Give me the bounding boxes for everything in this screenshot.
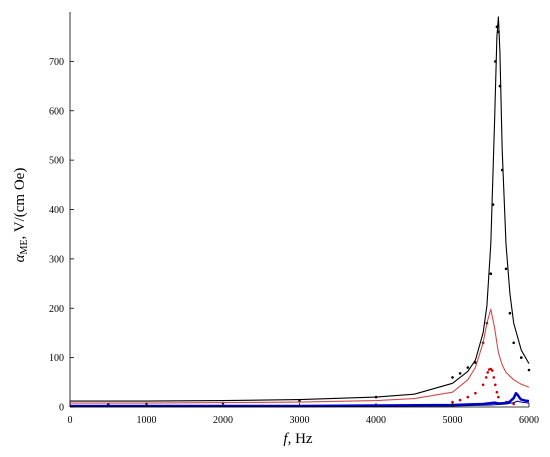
series-1-point (498, 84, 502, 88)
series-3-point (495, 390, 499, 394)
x-axis-label: f, Hz (283, 431, 313, 447)
y-tick-label: 200 (49, 304, 64, 315)
series-1-point (494, 60, 497, 63)
series-1-point (451, 376, 454, 379)
series-1-point (466, 366, 470, 369)
y-axis-label-unit: , V/(cm Oe) (12, 168, 28, 240)
y-axis-label: αME, V/(cm Oe) (12, 168, 30, 263)
series-3-point (492, 376, 496, 379)
series-3-point (484, 376, 488, 379)
series-3-point (491, 369, 494, 372)
series-0-line (70, 16, 530, 402)
y-axis-label-subscript: ME (19, 239, 30, 254)
x-tick-label: 0 (68, 415, 73, 426)
x-tick-label: 1000 (137, 415, 157, 426)
series-3-point (466, 395, 470, 399)
series-1-point (458, 372, 462, 375)
axes-layer (69, 12, 529, 408)
y-axis-label-symbol: α (12, 253, 28, 262)
series-3-point (486, 371, 490, 374)
series-1-point (512, 341, 515, 345)
x-tick-label: 3000 (290, 415, 310, 426)
x-axis-label-symbol: f (283, 431, 289, 447)
y-tick-label: 100 (49, 353, 64, 364)
y-tick-label: 700 (49, 57, 64, 68)
series-1-point (504, 267, 508, 271)
y-tick-label: 0 (59, 403, 64, 414)
series-3-point (497, 395, 500, 399)
x-tick-label: 4000 (366, 415, 386, 426)
series-1-point (508, 311, 512, 315)
series-3-point (474, 391, 477, 395)
series-layer (70, 16, 531, 408)
y-tick-label: 300 (49, 254, 64, 265)
series-3-point (494, 383, 497, 387)
y-tick-label: 500 (49, 156, 64, 167)
series-5-line (70, 400, 530, 407)
x-tick-label: 6000 (519, 415, 539, 426)
series-1-point (520, 356, 523, 359)
x-tick-label: 5000 (443, 415, 463, 426)
series-1-point (374, 395, 378, 399)
series-3-point (451, 400, 454, 404)
series-1-point (489, 272, 493, 276)
y-tick-label: 400 (49, 205, 64, 216)
series-1-point (491, 203, 495, 206)
series-1-point (474, 361, 477, 364)
x-axis-label-unit: , Hz (288, 431, 313, 447)
series-2-line (70, 308, 530, 404)
x-tick-label: 2000 (213, 415, 233, 426)
series-1-point (500, 168, 504, 172)
series-3-point (481, 383, 485, 387)
series-3-point (458, 398, 462, 402)
series-1-point (527, 368, 531, 372)
series-1-point (495, 25, 499, 29)
ticks-layer: 0 1000 2000 3000 4000 5000 6000 0 100 200 300 400 50… (49, 57, 539, 426)
series-3-point (512, 402, 515, 406)
series-1-point (497, 30, 500, 34)
y-tick-label: 600 (49, 106, 64, 117)
